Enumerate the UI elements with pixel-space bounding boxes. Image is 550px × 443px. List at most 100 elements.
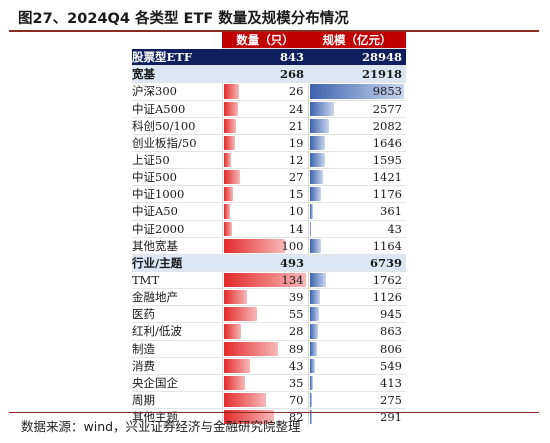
row-label: 消费 — [132, 357, 222, 375]
count-bar — [223, 152, 231, 168]
count-value: 493 — [279, 255, 304, 270]
count-bar — [223, 358, 250, 373]
table-row: 红利/低波 28 863 — [132, 322, 406, 341]
scale-bar — [309, 375, 314, 390]
scale-bar — [309, 341, 318, 356]
scale-cell: 43 — [307, 220, 406, 238]
title-divider — [9, 30, 539, 32]
count-bar — [223, 204, 230, 219]
count-value: 14 — [288, 221, 304, 236]
table-row: 科创50/100 21 2082 — [132, 117, 406, 135]
count-cell: 268 — [222, 65, 308, 84]
row-label: 中证A500 — [132, 100, 222, 118]
table-row: 制造 89 806 — [132, 340, 406, 358]
scale-bar — [309, 238, 321, 253]
group-row: 行业/主题 493 6739 — [132, 253, 406, 272]
table-row: 中证1000 15 1176 — [132, 185, 406, 204]
count-bar — [223, 375, 245, 390]
count-value: 15 — [288, 187, 304, 202]
row-label: 其他宽基 — [132, 237, 222, 255]
count-value: 70 — [288, 393, 304, 408]
count-cell: 89 — [221, 340, 308, 358]
group-label: 行业/主题 — [132, 253, 222, 272]
table-body: 股票型ETF 843 28948 宽基 268 21918 沪深300 26 9853 中证A50… — [132, 48, 406, 426]
header-scale: 规模（亿元） — [308, 32, 406, 50]
scale-bar — [309, 324, 318, 339]
figure-title: 图27、2024Q4 各类型 ETF 数量及规模分布情况 — [18, 11, 349, 27]
row-label: 中证1000 — [132, 185, 222, 204]
count-value: 12 — [288, 153, 304, 168]
row-label: 中证A50 — [132, 202, 222, 221]
scale-value: 1176 — [372, 187, 402, 202]
count-value: 43 — [288, 358, 304, 373]
count-value: 10 — [288, 204, 304, 219]
count-bar — [223, 272, 306, 288]
scale-value: 43 — [387, 221, 402, 236]
scale-bar — [309, 410, 313, 425]
count-value: 28 — [288, 324, 304, 339]
count-bar — [223, 187, 233, 202]
etf-distribution-table: 数量（只） 规模（亿元） 股票型ETF 843 28948 宽基 268 21918 沪深3… — [132, 32, 406, 426]
row-label: 上证50 — [132, 151, 222, 170]
count-value: 268 — [279, 67, 304, 82]
scale-cell: 1126 — [307, 288, 406, 307]
count-cell: 27 — [221, 168, 308, 187]
scale-bar — [309, 187, 321, 202]
scale-cell: 2577 — [307, 100, 406, 118]
count-bar — [223, 290, 248, 305]
scale-value: 21918 — [361, 67, 402, 82]
count-cell: 26 — [221, 82, 308, 101]
table-row: 金融地产 39 1126 — [132, 288, 406, 307]
count-cell: 15 — [221, 185, 308, 204]
header-blank — [132, 32, 222, 49]
scale-value: 1126 — [372, 290, 402, 305]
count-cell: 39 — [221, 288, 308, 307]
scale-cell: 21918 — [308, 65, 406, 84]
count-value: 843 — [279, 50, 304, 65]
scale-bar — [309, 152, 325, 168]
scale-value: 2082 — [372, 118, 402, 133]
scale-cell: 413 — [307, 374, 406, 392]
count-bar — [223, 221, 233, 236]
count-value: 55 — [288, 307, 304, 322]
scale-cell: 863 — [307, 322, 406, 341]
count-cell: 12 — [221, 151, 308, 170]
scale-cell: 1762 — [307, 271, 406, 290]
scale-cell: 806 — [307, 340, 406, 358]
figure-source: 数据来源：wind，兴业证券经济与金融研究院整理 — [21, 419, 301, 434]
scale-cell: 9853 — [307, 82, 406, 101]
table-row: TMT 134 1762 — [132, 271, 406, 290]
scale-bar — [309, 204, 313, 219]
count-value: 27 — [288, 170, 304, 185]
group-label: 宽基 — [132, 65, 222, 84]
source-divider — [9, 412, 539, 413]
scale-value: 1595 — [372, 153, 402, 168]
scale-bar — [309, 307, 319, 322]
count-value: 19 — [288, 135, 304, 150]
count-bar — [223, 101, 239, 116]
scale-cell: 1421 — [307, 168, 406, 187]
row-label: 医药 — [132, 305, 222, 324]
count-cell: 493 — [222, 253, 308, 272]
scale-bar — [309, 84, 404, 99]
table-row: 周期 70 275 — [132, 391, 406, 410]
header-count: 数量（只） — [222, 32, 308, 50]
row-label: 中证500 — [132, 168, 222, 187]
table-row: 医药 55 945 — [132, 305, 406, 324]
scale-cell: 2082 — [307, 117, 406, 135]
scale-value: 291 — [380, 410, 402, 425]
scale-bar — [309, 272, 327, 288]
scale-value: 863 — [380, 324, 402, 339]
scale-cell: 6739 — [308, 253, 406, 272]
count-cell: 19 — [221, 134, 308, 152]
count-bar — [223, 118, 237, 133]
count-cell: 70 — [221, 391, 308, 410]
scale-bar — [309, 118, 330, 133]
count-bar — [223, 135, 236, 150]
scale-value: 275 — [380, 393, 402, 408]
scale-bar — [309, 221, 311, 236]
table-row: 创业板指/50 19 1646 — [132, 134, 406, 152]
scale-cell: 361 — [307, 202, 406, 221]
count-value: 82 — [288, 410, 304, 425]
scale-cell: 275 — [307, 391, 406, 410]
